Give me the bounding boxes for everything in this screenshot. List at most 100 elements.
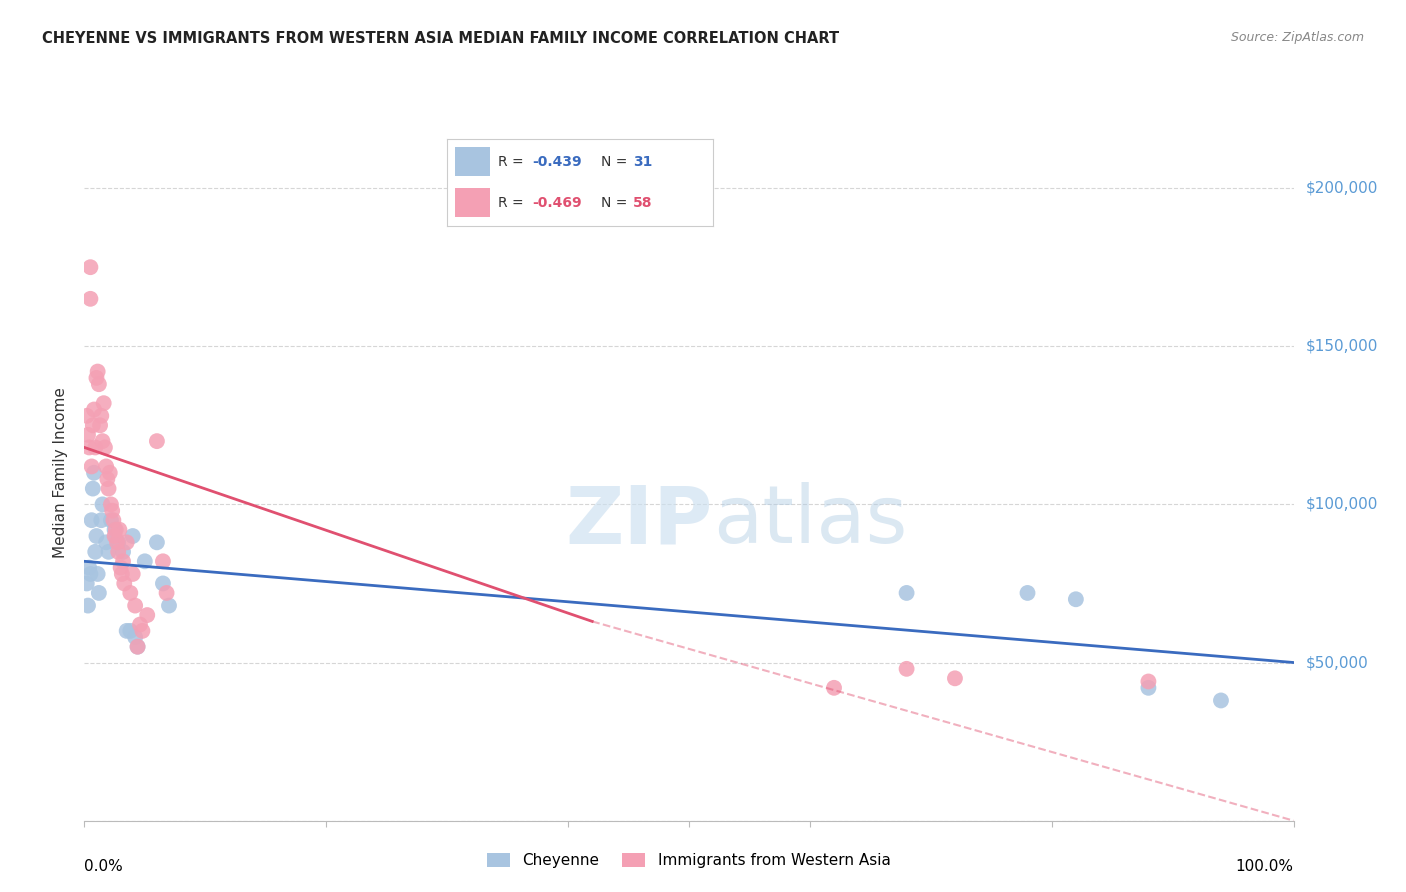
Point [82, 418, 104, 433]
Point [131, 624, 153, 638]
Point [157, 599, 180, 613]
Point [1137, 681, 1160, 695]
Point [129, 617, 152, 632]
Point [104, 523, 127, 537]
Point [77, 599, 100, 613]
Point [87, 586, 110, 600]
Point [155, 586, 177, 600]
Point [96, 472, 118, 486]
Point [112, 576, 135, 591]
Point [82, 482, 104, 496]
Text: 58: 58 [633, 195, 652, 210]
Point [136, 608, 159, 623]
Point [79, 292, 101, 306]
Point [121, 566, 143, 581]
Text: 100.0%: 100.0% [1236, 859, 1294, 874]
Point [76, 409, 98, 423]
Point [124, 599, 146, 613]
Point [97, 545, 120, 559]
Point [86, 529, 108, 543]
Point [101, 504, 124, 518]
Point [107, 545, 129, 559]
Text: -0.439: -0.439 [533, 155, 582, 169]
Point [91, 434, 114, 449]
Text: $100,000: $100,000 [1306, 497, 1378, 512]
Bar [456, 147, 489, 177]
Point [127, 640, 149, 654]
Point [121, 529, 143, 543]
Bar [456, 188, 489, 217]
Point [896, 586, 918, 600]
Point [76, 576, 98, 591]
Text: $200,000: $200,000 [1306, 181, 1378, 195]
Point [1137, 674, 1160, 689]
Point [84, 545, 107, 559]
Y-axis label: Median Family Income: Median Family Income [53, 387, 69, 558]
Point [89, 418, 111, 433]
Point [77, 441, 100, 455]
Text: $150,000: $150,000 [1306, 339, 1378, 354]
Point [1017, 586, 1039, 600]
Point [823, 681, 845, 695]
Text: $50,000: $50,000 [1306, 655, 1368, 670]
Point [86, 566, 108, 581]
Point [84, 441, 107, 455]
Text: atlas: atlas [713, 483, 907, 560]
Point [80, 513, 103, 527]
Point [97, 482, 120, 496]
Point [1209, 693, 1232, 707]
Text: R =: R = [498, 195, 527, 210]
Point [1064, 592, 1087, 607]
Text: 31: 31 [633, 155, 652, 169]
Text: N =: N = [602, 155, 633, 169]
Point [94, 535, 117, 549]
Point [86, 365, 108, 379]
Point [146, 535, 169, 549]
Text: ZIP: ZIP [565, 483, 713, 560]
Point [77, 560, 100, 574]
Point [112, 554, 135, 568]
Point [896, 662, 918, 676]
Text: R =: R = [498, 155, 527, 169]
Point [107, 535, 129, 549]
Point [87, 377, 110, 392]
Point [943, 671, 966, 685]
Point [124, 630, 146, 644]
Point [94, 459, 117, 474]
Point [104, 523, 127, 537]
Point [79, 260, 101, 275]
Text: Source: ZipAtlas.com: Source: ZipAtlas.com [1230, 31, 1364, 45]
Point [110, 560, 132, 574]
Legend: Cheyenne, Immigrants from Western Asia: Cheyenne, Immigrants from Western Asia [479, 846, 898, 876]
Point [103, 513, 125, 527]
Point [120, 624, 142, 638]
Point [86, 371, 108, 385]
Point [79, 566, 101, 581]
Point [120, 586, 142, 600]
Point [91, 497, 114, 511]
Point [77, 427, 100, 442]
Point [146, 434, 169, 449]
Point [115, 535, 138, 549]
Point [152, 554, 174, 568]
Point [83, 466, 105, 480]
Point [100, 497, 122, 511]
Point [83, 402, 105, 417]
Point [112, 545, 135, 559]
Point [104, 529, 127, 543]
Point [134, 554, 156, 568]
Point [152, 576, 174, 591]
Point [105, 535, 128, 549]
Point [111, 566, 134, 581]
Point [98, 466, 121, 480]
Point [93, 396, 115, 410]
Point [127, 640, 149, 654]
Point [80, 459, 103, 474]
Point [100, 513, 122, 527]
Text: 0.0%: 0.0% [84, 859, 124, 874]
Text: N =: N = [602, 195, 633, 210]
Text: CHEYENNE VS IMMIGRANTS FROM WESTERN ASIA MEDIAN FAMILY INCOME CORRELATION CHART: CHEYENNE VS IMMIGRANTS FROM WESTERN ASIA… [42, 31, 839, 46]
Point [90, 409, 112, 423]
Text: -0.469: -0.469 [533, 195, 582, 210]
Point [94, 441, 117, 455]
